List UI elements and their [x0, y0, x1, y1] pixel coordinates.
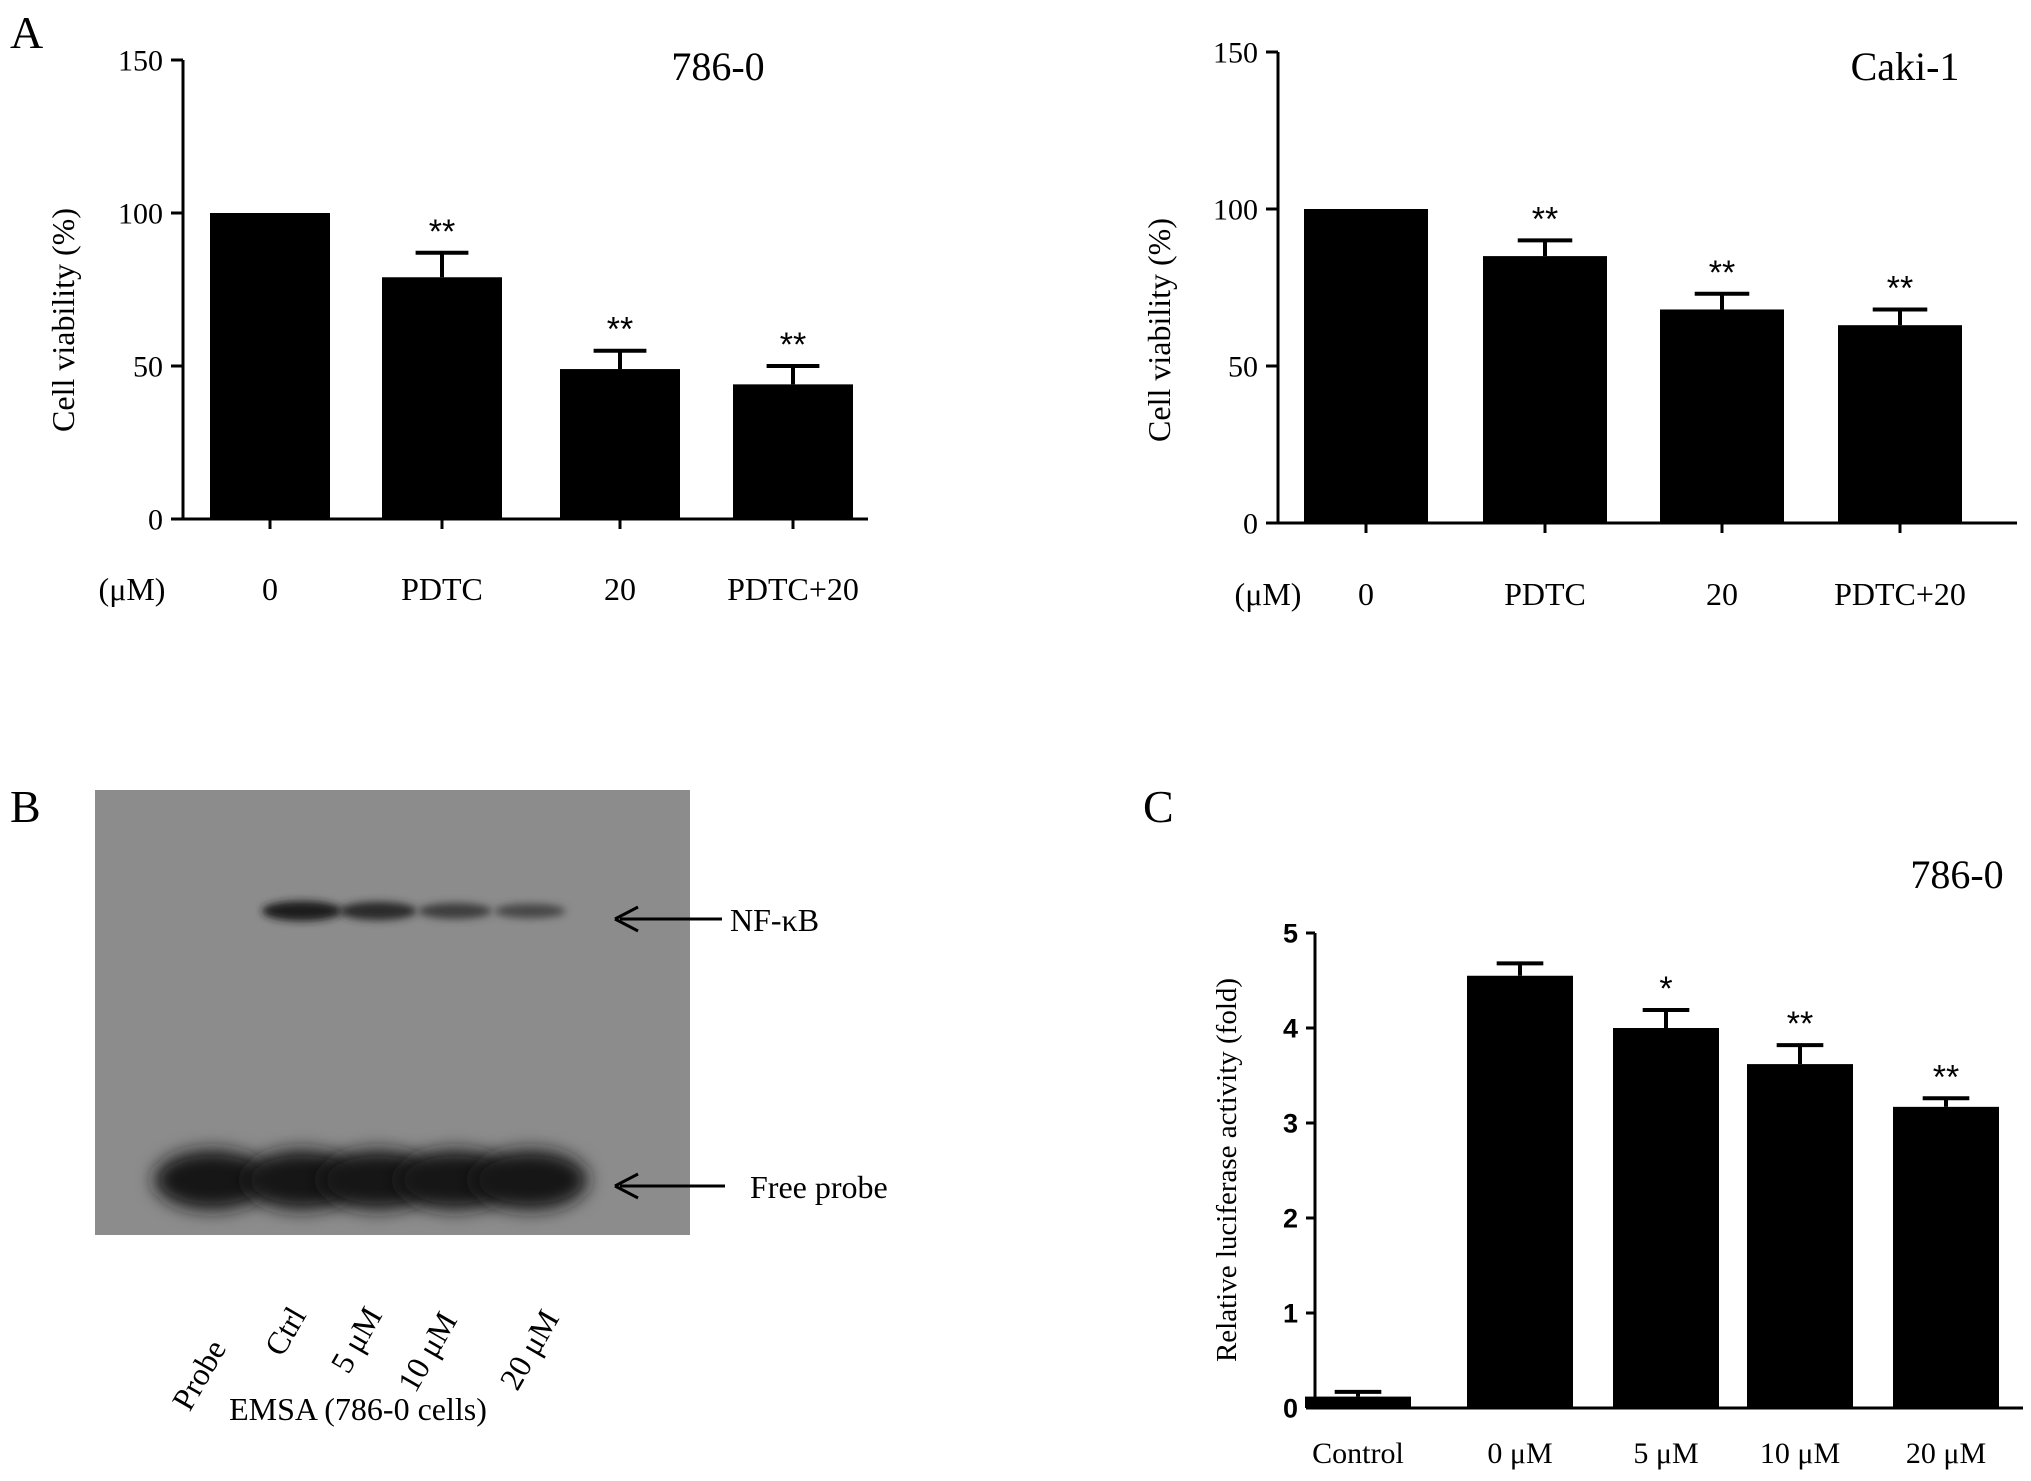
x-tick-label: 10 μM	[1760, 1437, 1840, 1470]
x-tick-label: 0	[262, 571, 278, 607]
y-tick-label: 100	[1213, 194, 1258, 227]
significance-marker: **	[607, 311, 633, 349]
unit-label: (μM)	[99, 571, 166, 607]
chart-786-0-viability: 786-0 Cell viability (%) (μM) 0 50 100 150 0…	[45, 44, 868, 607]
bar-4	[733, 384, 853, 519]
y-tick-label: 150	[118, 45, 163, 78]
band-label-free-probe: Free probe	[750, 1169, 888, 1205]
chart-title: 786-0	[671, 44, 764, 89]
free-probe-band	[154, 1150, 270, 1210]
x-tick-label: 20 μM	[1906, 1437, 1986, 1470]
significance-marker: **	[1887, 269, 1913, 307]
y-tick-label: 0	[1283, 1393, 1298, 1423]
chart-title: 786-0	[1910, 852, 2003, 897]
x-tick-label: PDTC	[401, 571, 483, 607]
chart-title: Caki-1	[1851, 44, 1960, 89]
chart-luciferase-activity: 786-0 Relative luciferase activity (fold…	[1211, 852, 2023, 1470]
significance-marker: **	[1532, 200, 1558, 238]
y-tick-label: 0	[1243, 508, 1258, 541]
x-tick-label: PDTC+20	[727, 571, 859, 607]
y-tick-label: 100	[118, 198, 163, 231]
y-tick-label: 5	[1283, 918, 1298, 948]
y-axis-label: Cell viability (%)	[45, 208, 81, 432]
bar-4	[1838, 325, 1962, 523]
lane-label: 10 μM	[390, 1306, 464, 1398]
x-tick-label: 0	[1358, 576, 1374, 612]
significance-marker: **	[780, 326, 806, 364]
chart-caki-1-viability: Caki-1 Cell viability (%) (μM) 0 50 100 150…	[1141, 37, 2017, 612]
significance-marker: *	[1659, 970, 1672, 1008]
y-tick-label: 0	[148, 504, 163, 537]
panel-label-b: B	[10, 781, 41, 832]
y-tick-label: 4	[1283, 1013, 1298, 1043]
unit-label: (μM)	[1235, 576, 1302, 612]
x-tick-label: Control	[1312, 1437, 1404, 1470]
x-tick-label: PDTC	[1504, 576, 1586, 612]
significance-marker: **	[429, 213, 455, 251]
bar-1	[210, 213, 330, 519]
y-tick-label: 50	[133, 351, 163, 384]
x-tick-label: 20	[604, 571, 636, 607]
bar-2	[382, 277, 502, 519]
bar-1	[1304, 209, 1428, 523]
emsa-caption: EMSA (786-0 cells)	[229, 1391, 487, 1427]
free-probe-band	[472, 1150, 588, 1210]
bar-1	[1305, 1396, 1411, 1408]
nfkb-band	[262, 901, 342, 921]
y-axis-label: Cell viability (%)	[1141, 218, 1177, 442]
significance-marker: **	[1709, 254, 1735, 292]
bar-4	[1747, 1064, 1853, 1408]
panel-label-a: A	[10, 7, 43, 58]
bar-2	[1467, 975, 1573, 1408]
x-tick-label: 5 μM	[1633, 1437, 1698, 1470]
x-tick-label: PDTC+20	[1834, 576, 1966, 612]
panel-label-c: C	[1143, 781, 1174, 832]
arrow-nfkb	[614, 905, 722, 933]
bar-2	[1483, 256, 1607, 523]
lane-label: Probe	[165, 1334, 234, 1417]
band-label-nfkb: NF-κB	[730, 902, 819, 938]
y-tick-label: 50	[1228, 351, 1258, 384]
y-tick-label: 1	[1283, 1298, 1298, 1328]
bar-3	[560, 369, 680, 519]
bar-3	[1613, 1028, 1719, 1408]
arrow-free-probe	[614, 1172, 725, 1200]
x-tick-label: 0 μM	[1487, 1437, 1552, 1470]
y-axis-label: Relative luciferase activity (fold)	[1211, 978, 1243, 1362]
emsa-gel-panel: NF-κB Free probe Probe Ctrl 5 μM 10 μM 20 μM…	[95, 790, 888, 1427]
y-tick-label: 150	[1213, 37, 1258, 70]
lane-label: 5 μM	[323, 1301, 389, 1379]
x-tick-label: 20	[1706, 576, 1738, 612]
bar-5	[1893, 1106, 1999, 1408]
lane-label: Ctrl	[257, 1300, 313, 1361]
lane-label: 20 μM	[492, 1304, 566, 1396]
y-tick-label: 3	[1283, 1108, 1298, 1138]
significance-marker: **	[1933, 1058, 1959, 1096]
nfkb-band	[494, 903, 566, 919]
nfkb-band	[339, 901, 417, 921]
bar-3	[1660, 309, 1784, 523]
significance-marker: **	[1787, 1005, 1813, 1043]
y-tick-label: 2	[1283, 1203, 1298, 1233]
nfkb-band	[418, 903, 492, 919]
